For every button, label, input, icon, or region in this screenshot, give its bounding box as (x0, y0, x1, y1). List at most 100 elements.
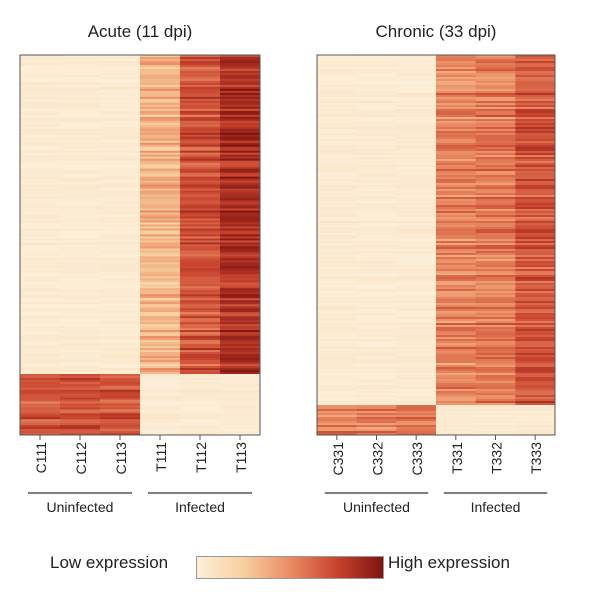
heatmap-cell (475, 407, 516, 410)
heatmap-cell (356, 79, 397, 82)
heatmap-cell (60, 104, 101, 108)
heatmap-cell (60, 110, 101, 114)
heatmap-cell (515, 349, 556, 352)
heatmap-row-block-1 (317, 55, 556, 406)
heatmap-cell (475, 155, 516, 158)
heatmap-cell (180, 104, 221, 108)
heatmap-cell (180, 126, 221, 130)
heatmap-cell (100, 128, 141, 132)
heatmap-cell (140, 74, 181, 78)
heatmap-cell (180, 194, 221, 197)
heatmap-cell (356, 115, 397, 118)
heatmap-cell (356, 371, 397, 374)
heatmap-cell (436, 161, 477, 164)
heatmap-cell (356, 405, 397, 408)
heatmap-cell (317, 215, 358, 218)
heatmap-cell (436, 189, 477, 192)
heatmap-cell (356, 417, 397, 420)
heatmap-cell (317, 419, 358, 422)
heatmap-cell (396, 203, 437, 206)
heatmap-cell (220, 78, 261, 82)
heatmap-cell (60, 108, 101, 112)
heatmap-cell (100, 146, 141, 150)
heatmap-cell (180, 290, 221, 293)
heatmap-cell (396, 65, 437, 68)
heatmap-cell (356, 205, 397, 208)
heatmap-cell (356, 185, 397, 188)
heatmap-cell (515, 409, 556, 412)
heatmap-cell (60, 204, 101, 207)
heatmap-cell (436, 411, 477, 414)
legend-high-label: High expression (388, 553, 510, 572)
heatmap-cell (475, 241, 516, 244)
heatmap-cell (396, 347, 437, 350)
heatmap-cell (356, 169, 397, 172)
heatmap-cell (515, 155, 556, 158)
heatmap-cell (515, 395, 556, 398)
heatmap-cell (100, 150, 141, 154)
heatmap-cell (396, 307, 437, 310)
heatmap-cell (20, 196, 61, 199)
heatmap-cell (475, 225, 516, 228)
heatmap-cell (220, 248, 261, 251)
heatmap-cell (515, 105, 556, 108)
heatmap-cell (436, 329, 477, 332)
heatmap-cell (475, 317, 516, 320)
heatmap-cell (100, 423, 141, 426)
heatmap-cell (436, 375, 477, 378)
heatmap-cell (20, 258, 61, 261)
heatmap-cell (100, 433, 141, 436)
heatmap-cell (140, 168, 181, 172)
heatmap-cell (356, 219, 397, 222)
heatmap-cell (515, 107, 556, 110)
heatmap-cell (140, 72, 181, 76)
heatmap-cell (475, 247, 516, 250)
heatmap-cell (396, 329, 437, 332)
heatmap-cell (515, 293, 556, 296)
heatmap-cell (396, 371, 437, 374)
heatmap-cell (317, 293, 358, 296)
heatmap-cell (515, 245, 556, 248)
heatmap-cell (180, 368, 221, 371)
heatmap-cell (220, 58, 261, 62)
heatmap-cell (317, 405, 358, 408)
heatmap-cell (436, 171, 477, 174)
heatmap-cell (100, 100, 141, 104)
heatmap-cell (140, 364, 181, 367)
heatmap-cell (100, 90, 141, 94)
heatmap-cell (60, 360, 101, 363)
heatmap-cell (220, 150, 261, 154)
heatmap-cell (60, 162, 101, 166)
heatmap-cell (100, 403, 141, 406)
heatmap-cell (140, 252, 181, 255)
heatmap-cell (515, 131, 556, 134)
heatmap-cell (140, 172, 181, 176)
heatmap-cell (100, 222, 141, 225)
heatmap-cell (220, 212, 261, 215)
heatmap-cell (356, 389, 397, 392)
heatmap-cell (140, 98, 181, 102)
heatmap-cell (436, 101, 477, 104)
heatmap-cell (180, 116, 221, 120)
heatmap-cell (356, 383, 397, 386)
heatmap-cell (317, 271, 358, 274)
heatmap-cell (100, 320, 141, 323)
heatmap-cell (220, 415, 261, 418)
heatmap-cell (20, 262, 61, 265)
heatmap-cell (100, 308, 141, 311)
heatmap-cell (356, 369, 397, 372)
heatmap-cell (436, 77, 477, 80)
heatmap-cell (396, 429, 437, 432)
heatmap-cell (140, 234, 181, 237)
heatmap-cell (475, 345, 516, 348)
heatmap-cell (475, 351, 516, 354)
heatmap-cell (396, 377, 437, 380)
heatmap-cell (436, 155, 477, 158)
heatmap-cell (317, 279, 358, 282)
heatmap-cell (317, 315, 358, 318)
heatmap-cell (356, 415, 397, 418)
heatmap-cell (20, 344, 61, 347)
heatmap-cell (220, 304, 261, 307)
heatmap-cell (475, 219, 516, 222)
heatmap-cell (180, 186, 221, 189)
